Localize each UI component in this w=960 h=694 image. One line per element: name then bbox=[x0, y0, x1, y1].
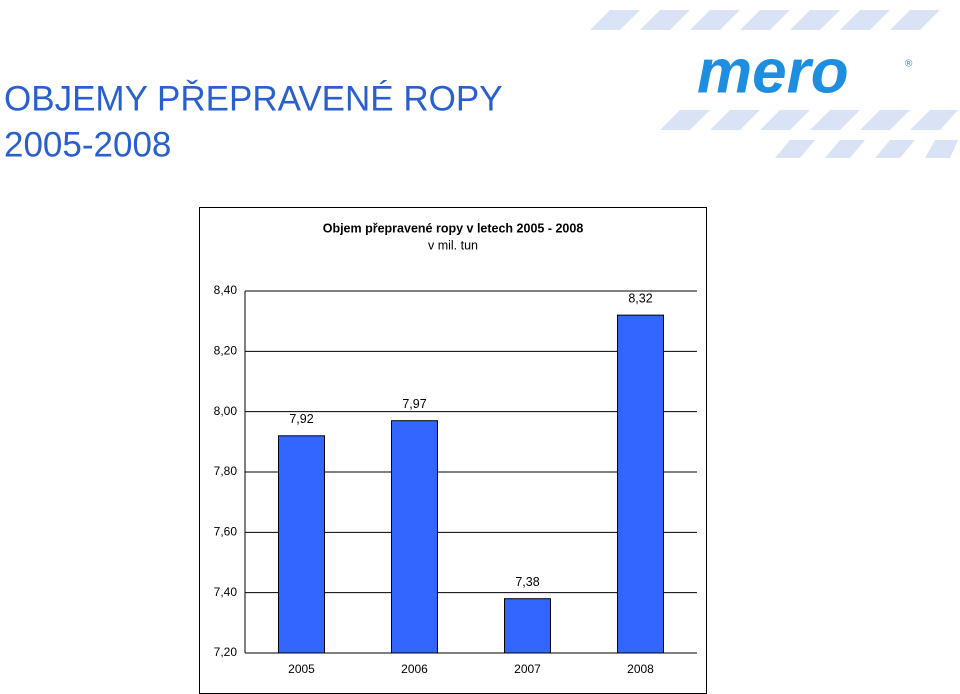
chart-title: Objem přepravené ropy v letech 2005 - 20… bbox=[323, 221, 584, 235]
y-tick-label: 8,20 bbox=[214, 344, 238, 358]
y-tick-label: 7,40 bbox=[214, 585, 238, 599]
logo: mero bbox=[697, 37, 849, 106]
slide-title: OBJEMY PŘEPRAVENÉ ROPY bbox=[4, 79, 503, 118]
x-tick-label: 2008 bbox=[627, 662, 654, 676]
value-label: 7,97 bbox=[402, 397, 426, 411]
x-tick-label: 2005 bbox=[288, 662, 315, 676]
bar bbox=[278, 435, 325, 654]
y-tick-label: 8,40 bbox=[214, 283, 238, 297]
bar bbox=[504, 598, 551, 654]
y-tick-label: 7,80 bbox=[214, 464, 238, 478]
y-tick-label: 7,20 bbox=[214, 645, 238, 659]
bar bbox=[617, 314, 664, 654]
value-label: 8,32 bbox=[628, 291, 652, 305]
value-label: 7,38 bbox=[515, 575, 539, 589]
bar bbox=[391, 420, 438, 654]
x-tick-label: 2007 bbox=[514, 662, 541, 676]
x-tick-label: 2006 bbox=[401, 662, 428, 676]
y-tick-label: 8,00 bbox=[214, 404, 238, 418]
chart-subtitle: v mil. tun bbox=[428, 238, 478, 252]
y-tick-label: 7,60 bbox=[214, 525, 238, 539]
plot: 7,20 7,40 7,60 7,80 8,00 8,20 8,40 2005 7,92 2006… bbox=[214, 283, 697, 676]
logo-mark: ® bbox=[905, 59, 913, 70]
slide-title: 2005-2008 bbox=[4, 125, 171, 164]
value-label: 7,92 bbox=[289, 412, 313, 426]
decor-stripes bbox=[590, 10, 958, 158]
